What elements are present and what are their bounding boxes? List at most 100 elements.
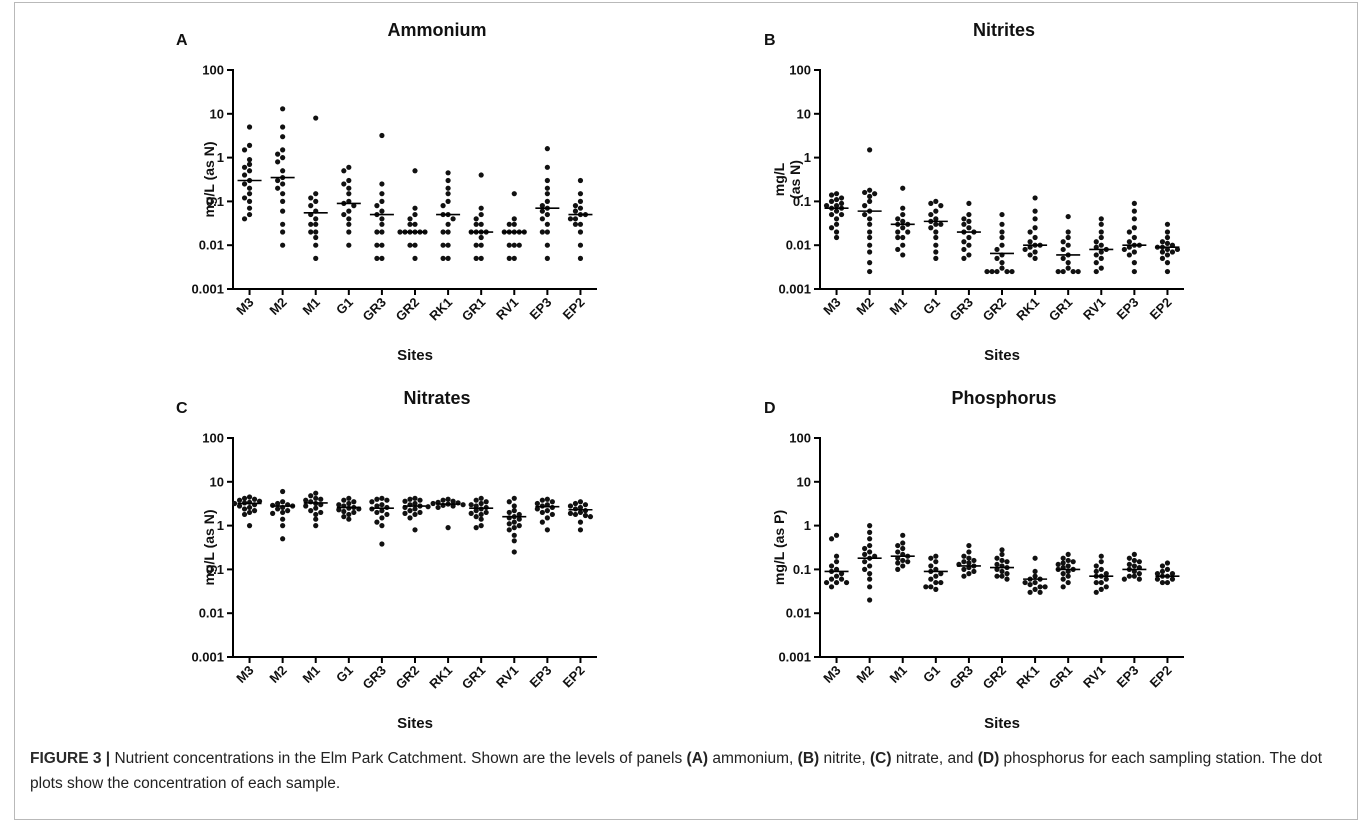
data-point xyxy=(1027,581,1033,588)
data-point xyxy=(1098,255,1104,261)
data-point xyxy=(833,229,840,235)
data-point xyxy=(1131,551,1137,558)
data-point xyxy=(1131,216,1137,222)
data-point xyxy=(1009,268,1015,275)
panel-d: D Phosphorus 0.001 0.01 0.1 1 10 100 mg/L (as P)… xyxy=(764,388,1184,732)
data-point xyxy=(440,242,446,248)
data-point xyxy=(999,557,1005,564)
data-point xyxy=(402,510,408,516)
data-point xyxy=(1093,563,1099,569)
data-point xyxy=(1032,255,1038,261)
x-tick-label: GR3 xyxy=(360,663,390,693)
data-point xyxy=(838,571,845,577)
y-tick-label: 0.01 xyxy=(199,238,224,253)
data-point xyxy=(506,509,512,516)
data-point xyxy=(867,234,873,241)
data-point xyxy=(478,211,484,218)
panel-a: A Ammonium 0.001 0.01 0.1 1 10 100 mg/L (as N) M3… xyxy=(176,20,597,364)
data-point xyxy=(828,584,835,590)
data-point xyxy=(341,508,347,515)
data-point xyxy=(1169,249,1176,255)
data-point xyxy=(539,509,545,516)
data-point xyxy=(407,496,413,502)
data-point xyxy=(478,523,484,529)
data-point xyxy=(1098,579,1104,586)
data-point xyxy=(516,523,522,529)
y-tick-label: 0.001 xyxy=(191,650,224,665)
y-tick-label: 1 xyxy=(804,150,811,165)
data-point xyxy=(577,229,584,235)
data-point xyxy=(336,502,342,508)
x-tick-label: M3 xyxy=(820,295,843,318)
data-point xyxy=(577,504,584,511)
data-point xyxy=(961,246,967,253)
data-point xyxy=(577,255,584,261)
data-point xyxy=(251,508,258,514)
data-point xyxy=(351,203,357,209)
data-point xyxy=(900,225,906,231)
x-axis-label: Sites xyxy=(984,347,1020,364)
data-point xyxy=(1027,239,1033,245)
x-tick-label: M3 xyxy=(233,663,256,686)
data-point xyxy=(572,216,579,222)
data-point xyxy=(994,561,1000,568)
y-tick-label: 0.01 xyxy=(199,606,224,621)
data-point xyxy=(256,498,263,504)
data-point xyxy=(838,200,845,207)
data-point xyxy=(1060,268,1066,275)
data-point xyxy=(966,549,972,555)
data-point xyxy=(511,549,517,555)
data-point xyxy=(407,515,413,521)
data-point xyxy=(445,177,451,184)
data-point xyxy=(231,500,238,507)
x-tick-label: GR2 xyxy=(393,663,423,693)
data-point xyxy=(828,211,835,218)
data-point xyxy=(313,229,319,235)
data-point xyxy=(313,198,319,204)
data-point xyxy=(833,559,840,565)
data-point xyxy=(544,229,550,235)
data-point xyxy=(544,221,550,227)
data-point xyxy=(1032,216,1038,222)
data-point xyxy=(1027,229,1033,235)
data-point xyxy=(473,221,479,227)
data-point xyxy=(346,495,352,501)
data-point xyxy=(577,221,584,227)
data-point xyxy=(379,181,385,187)
data-point xyxy=(478,172,484,178)
data-point xyxy=(275,506,281,512)
x-tick-label: GR2 xyxy=(980,295,1010,325)
data-point xyxy=(999,260,1005,266)
data-point xyxy=(346,191,352,197)
data-point xyxy=(1070,268,1076,275)
data-point xyxy=(1042,584,1048,590)
data-point xyxy=(872,191,878,197)
y-tick-label: 100 xyxy=(202,63,224,78)
data-point xyxy=(280,208,286,214)
y-tick-label: 10 xyxy=(210,474,224,489)
data-point xyxy=(1164,566,1171,573)
data-point xyxy=(966,200,972,207)
x-tick-label: M1 xyxy=(299,295,322,318)
data-point xyxy=(1060,571,1066,577)
x-tick-label: M3 xyxy=(820,663,843,686)
data-point xyxy=(379,508,385,514)
data-point xyxy=(867,542,873,549)
data-point xyxy=(303,497,309,503)
data-point xyxy=(1060,239,1066,245)
data-point xyxy=(933,255,939,261)
data-point xyxy=(867,229,873,235)
data-point xyxy=(445,525,451,531)
data-point xyxy=(313,511,319,518)
data-point xyxy=(1164,240,1171,246)
data-point xyxy=(582,502,589,508)
data-point xyxy=(308,195,314,201)
data-point xyxy=(933,242,939,248)
data-point xyxy=(989,268,995,275)
caption-text: Nutrient concentrations in the Elm Park … xyxy=(30,750,1322,792)
data-point xyxy=(1098,234,1104,241)
data-point xyxy=(895,229,901,235)
data-point xyxy=(933,553,939,559)
y-tick-label: 1 xyxy=(804,518,811,533)
data-point xyxy=(1164,579,1171,586)
